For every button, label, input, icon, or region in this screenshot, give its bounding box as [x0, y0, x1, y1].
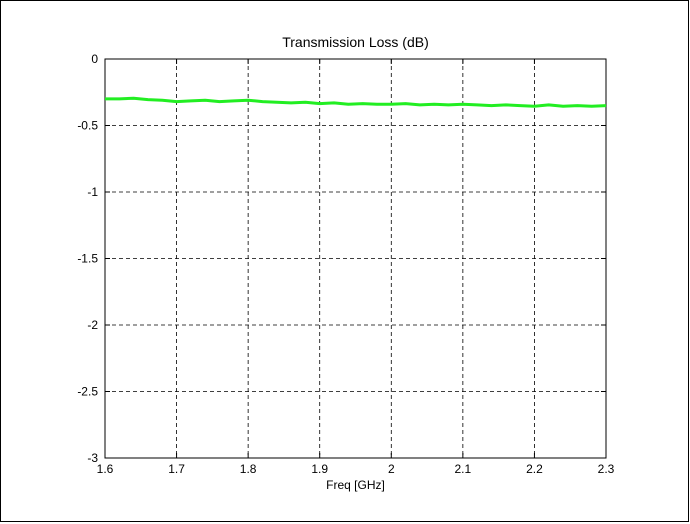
- y-tick-label: -3: [87, 451, 98, 465]
- y-tick-label: -2.5: [77, 385, 98, 399]
- x-tick-label: 1.7: [168, 462, 185, 476]
- y-tick-label: -1: [87, 185, 98, 199]
- series-line: [105, 96, 607, 108]
- x-tick-label: 2: [388, 462, 395, 476]
- series-layer: [105, 96, 607, 108]
- y-tick-label: -0.5: [77, 119, 98, 133]
- y-tick-label: -1.5: [77, 252, 98, 266]
- x-tick-label: 1.8: [240, 462, 257, 476]
- y-tick-label: 0: [91, 52, 98, 66]
- x-tick-label: 1.6: [97, 462, 114, 476]
- x-tick-label: 2.2: [526, 462, 543, 476]
- x-tick-label: 2.1: [455, 462, 472, 476]
- x-tick-label: 2.3: [598, 462, 615, 476]
- axis-ticks: 1.6 1.7 1.8 1.9 2 2.1 2.2 2.3 0 -0.5 -1 -1.5 -2 -2.5 -…: [77, 52, 614, 476]
- grid-lines: [105, 59, 606, 458]
- plot-area: [104, 58, 607, 459]
- x-axis-label: Freq [GHz]: [326, 478, 385, 492]
- y-tick-label: -2: [87, 318, 98, 332]
- chart-title: Transmission Loss (dB): [282, 34, 429, 50]
- x-tick-label: 1.9: [311, 462, 328, 476]
